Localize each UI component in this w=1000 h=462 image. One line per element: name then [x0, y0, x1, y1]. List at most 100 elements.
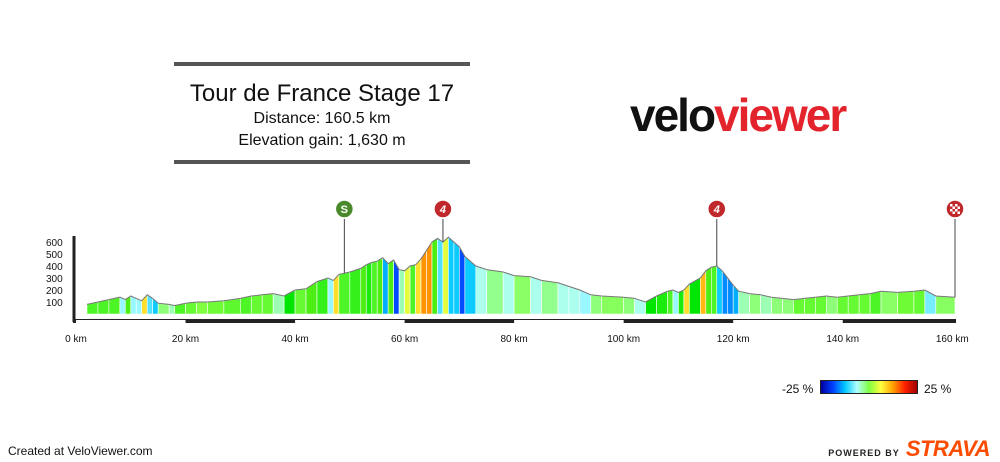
- profile-segment: [913, 289, 926, 315]
- profile-segment: [710, 265, 718, 315]
- profile-segment: [207, 300, 225, 315]
- profile-segment: [656, 290, 668, 315]
- x-tick-label: 120 km: [717, 334, 750, 345]
- profile-segment: [333, 273, 340, 315]
- profile-segment: [716, 265, 723, 315]
- marker-label: S: [341, 204, 348, 216]
- profile-segment: [880, 290, 898, 315]
- profile-segment: [667, 289, 674, 315]
- profile-segment: [376, 257, 383, 315]
- profile-segment: [349, 267, 362, 315]
- profile-segment: [475, 265, 488, 315]
- finish-flag-square: [955, 209, 958, 212]
- x-tick-label: 140 km: [826, 334, 859, 345]
- profile-segment: [825, 295, 838, 315]
- profile-segment: [590, 294, 603, 315]
- logo-viewer: viewer: [714, 89, 847, 141]
- profile-segment: [530, 276, 542, 315]
- profile-segment: [847, 294, 860, 315]
- y-tick-label: 600: [46, 238, 63, 249]
- created-at-link[interactable]: Created at VeloViewer.com: [8, 444, 153, 458]
- profile-segment: [398, 269, 405, 315]
- profile-segment: [426, 240, 433, 315]
- title-box: Tour de France Stage 17 Distance: 160.5 …: [174, 62, 470, 164]
- profile-segment: [157, 302, 170, 315]
- profile-segment: [437, 237, 444, 315]
- profile-segment: [601, 295, 624, 315]
- distance-label: Distance: 160.5 km: [253, 110, 391, 127]
- profile-segment: [415, 258, 422, 315]
- powered-by-label: POWERED BY: [828, 448, 900, 458]
- marker-label: 4: [713, 204, 720, 216]
- x-tick-label: 40 km: [281, 334, 308, 345]
- y-tick-label: 100: [46, 298, 63, 309]
- y-tick-label: 500: [46, 250, 63, 261]
- profile-segment: [760, 294, 772, 315]
- profile-segment: [431, 237, 438, 315]
- profile-segment: [869, 290, 882, 315]
- profile-segment: [409, 264, 416, 315]
- profile-segment: [382, 256, 389, 315]
- profile-segment: [360, 264, 367, 315]
- profile-segment: [250, 294, 263, 315]
- profile-segment: [338, 271, 351, 315]
- x-scale-segment: [733, 320, 843, 323]
- profile-segment: [858, 293, 871, 315]
- y-tick-label: 300: [46, 274, 63, 285]
- profile-segment: [305, 281, 318, 315]
- y-tick-label: 200: [46, 286, 63, 297]
- marker-label: 4: [439, 204, 446, 216]
- profile-segment: [283, 289, 296, 315]
- profile-segment: [782, 298, 794, 315]
- x-scale-segment: [76, 320, 186, 323]
- profile-segment: [836, 295, 849, 315]
- gradient-legend-min: -25 %: [782, 382, 814, 396]
- finish-flag-square: [950, 209, 953, 212]
- climb-marker-icon: [707, 199, 727, 219]
- profile-segment: [623, 296, 635, 315]
- x-tick-label: 160 km: [936, 334, 969, 345]
- profile-segment: [924, 289, 937, 315]
- profile-segment: [815, 295, 827, 315]
- x-tick-label: 100 km: [607, 334, 640, 345]
- x-tick-label: 20 km: [172, 334, 199, 345]
- profile-segment: [459, 245, 466, 315]
- profile-segment: [453, 241, 460, 315]
- finish-flag-square: [955, 204, 958, 207]
- profile-segment: [935, 295, 956, 315]
- page-title: Tour de France Stage 17: [189, 80, 455, 107]
- profile-segment: [294, 288, 307, 315]
- sprint-marker-icon: [334, 199, 355, 219]
- y-tick-label: 400: [46, 262, 63, 273]
- finish-flag-square: [957, 211, 960, 214]
- profile-outline: [86, 236, 956, 307]
- profile-segment: [568, 285, 581, 315]
- profile-segment: [732, 284, 739, 315]
- gradient-legend-max: 25 %: [924, 382, 952, 396]
- profile-segment: [749, 293, 761, 315]
- profile-segment: [365, 261, 373, 315]
- strava-logo: STRAVA: [905, 436, 991, 461]
- profile-segment: [420, 249, 427, 315]
- profile-segment: [130, 295, 137, 315]
- profile-segment: [387, 259, 394, 315]
- climb-marker-icon: [433, 199, 453, 219]
- x-tick-label: 80 km: [501, 334, 528, 345]
- powered-by-strava[interactable]: POWERED BY STRAVA: [828, 436, 990, 462]
- profile-segment: [513, 275, 531, 315]
- profile-segment: [897, 290, 915, 315]
- profile-segment: [705, 266, 712, 315]
- profile-segment: [793, 298, 805, 315]
- profile-segment: [738, 290, 750, 315]
- finish-flag-square: [952, 211, 955, 214]
- profile-segment: [442, 236, 449, 315]
- x-scale-segment: [295, 320, 405, 323]
- profile-segment: [672, 289, 679, 315]
- profile-segment: [327, 277, 334, 315]
- finish-flag-square: [952, 206, 955, 209]
- profile-segment: [634, 297, 646, 315]
- profile-segment: [557, 282, 570, 315]
- profile-segment: [196, 301, 208, 315]
- profile-segment: [448, 236, 455, 315]
